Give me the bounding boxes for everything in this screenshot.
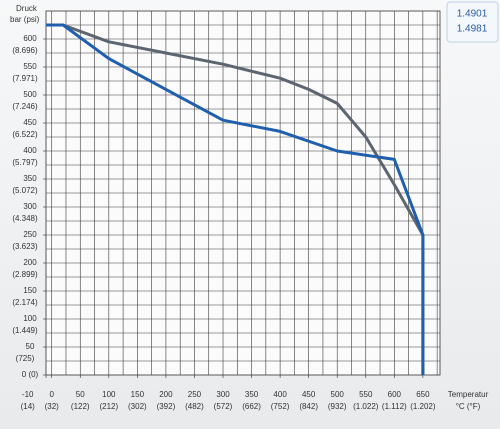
x-tick-sublabel: (392) bbox=[157, 402, 176, 411]
x-tick-sublabel: (14) bbox=[21, 402, 36, 411]
y-tick-sublabel: (7.971) bbox=[12, 74, 38, 83]
x-tick-label: 50 bbox=[76, 390, 85, 399]
x-tick-label: -10 bbox=[22, 390, 34, 399]
y-tick-sublabel: (5.072) bbox=[12, 186, 38, 195]
y-tick-label: 200 bbox=[23, 258, 37, 267]
legend-label: 1.4981 bbox=[457, 24, 488, 35]
x-tick-sublabel: (1.202) bbox=[410, 402, 436, 411]
y-axis-title: bar (psi) bbox=[10, 15, 40, 24]
x-tick-label: 100 bbox=[102, 390, 116, 399]
x-tick-label: 400 bbox=[273, 390, 287, 399]
y-tick-label: 350 bbox=[23, 174, 37, 183]
x-tick-sublabel: (752) bbox=[271, 402, 290, 411]
y-tick-label: 550 bbox=[23, 62, 37, 71]
y-tick-label: 600 bbox=[23, 34, 37, 43]
y-tick-sublabel: (1.449) bbox=[12, 326, 38, 335]
lines bbox=[46, 23, 425, 375]
x-tick-sublabel: (212) bbox=[99, 402, 118, 411]
x-tick-sublabel: (32) bbox=[45, 402, 60, 411]
legend-label: 1.4901 bbox=[457, 9, 488, 20]
x-tick-label: 350 bbox=[245, 390, 259, 399]
y-axis-title: Druck bbox=[16, 4, 38, 13]
labels: 0 (0) 50 (725) 100 (1.449) 150 (2.174) 200 (2.89… bbox=[10, 4, 489, 411]
x-tick-label: 200 bbox=[159, 390, 173, 399]
x-tick-sublabel: (842) bbox=[299, 402, 318, 411]
x-tick-label: 500 bbox=[331, 390, 345, 399]
x-axis-title: Temperatur bbox=[448, 390, 489, 399]
x-tick-sublabel: (1.022) bbox=[353, 402, 379, 411]
y-tick-sublabel: (2.174) bbox=[12, 298, 38, 307]
y-tick-label: 450 bbox=[23, 118, 37, 127]
y-tick-label: 100 bbox=[23, 314, 37, 323]
x-tick-label: 650 bbox=[416, 390, 430, 399]
x-tick-label: 450 bbox=[302, 390, 316, 399]
series-line bbox=[46, 23, 425, 375]
y-tick-sublabel: (8.696) bbox=[12, 46, 38, 55]
y-tick-sublabel: (2.899) bbox=[12, 270, 38, 279]
y-tick-sublabel: (5.797) bbox=[12, 158, 38, 167]
x-tick-sublabel: (122) bbox=[71, 402, 90, 411]
x-tick-sublabel: (1.112) bbox=[382, 402, 407, 411]
x-tick-label: 150 bbox=[131, 390, 145, 399]
y-tick-label: 300 bbox=[23, 202, 37, 211]
y-tick-sublabel: (6.522) bbox=[12, 130, 38, 139]
y-tick-sublabel: (7.246) bbox=[12, 102, 38, 111]
x-tick-label: 300 bbox=[216, 390, 230, 399]
y-tick-sublabel: (3.623) bbox=[12, 242, 38, 251]
y-tick-label: 0 (0) bbox=[22, 370, 39, 379]
y-tick-sublabel: (725) bbox=[16, 354, 35, 363]
x-tick-label: 0 bbox=[49, 390, 54, 399]
y-tick-label: 50 bbox=[26, 342, 35, 351]
x-tick-sublabel: (932) bbox=[328, 402, 347, 411]
y-tick-label: 150 bbox=[23, 286, 37, 295]
x-tick-sublabel: (662) bbox=[242, 402, 261, 411]
x-axis-title: °C (°F) bbox=[456, 402, 481, 411]
grid bbox=[45, 10, 441, 376]
series-line bbox=[46, 23, 425, 375]
y-tick-label: 500 bbox=[23, 90, 37, 99]
x-tick-label: 550 bbox=[359, 390, 373, 399]
y-tick-label: 400 bbox=[23, 146, 37, 155]
legend-box bbox=[446, 1, 499, 43]
x-tick-label: 600 bbox=[388, 390, 402, 399]
y-tick-sublabel: (4.348) bbox=[12, 214, 38, 223]
x-tick-sublabel: (302) bbox=[128, 402, 147, 411]
x-tick-sublabel: (482) bbox=[185, 402, 204, 411]
y-tick-label: 250 bbox=[23, 230, 37, 239]
x-tick-label: 250 bbox=[188, 390, 202, 399]
x-tick-sublabel: (572) bbox=[214, 402, 233, 411]
